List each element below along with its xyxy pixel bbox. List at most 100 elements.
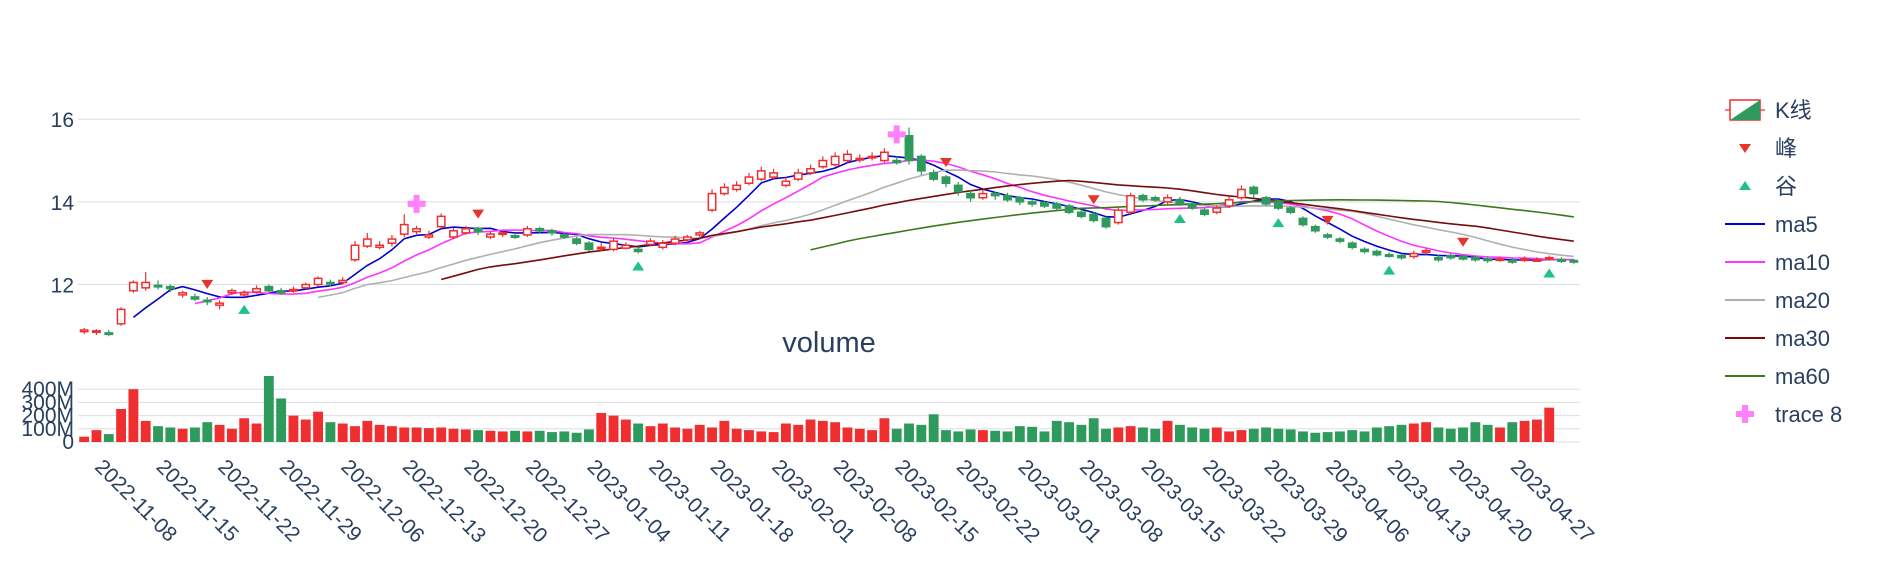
candle bbox=[436, 213, 446, 229]
volume-bar bbox=[620, 419, 631, 442]
candle-body bbox=[449, 230, 458, 238]
volume-bar bbox=[608, 415, 619, 442]
volume-bar bbox=[731, 428, 742, 442]
candle bbox=[1236, 185, 1246, 200]
candle bbox=[387, 234, 397, 247]
ma20-line bbox=[317, 169, 1574, 299]
volume-bar bbox=[1187, 427, 1198, 442]
candle bbox=[473, 226, 483, 235]
candle bbox=[646, 238, 655, 247]
volume-bar bbox=[350, 426, 360, 442]
volume-bar bbox=[1408, 423, 1419, 442]
volume-bar bbox=[497, 431, 508, 442]
candle bbox=[92, 329, 101, 335]
candle-body bbox=[1286, 207, 1296, 213]
volume-bar bbox=[473, 430, 484, 442]
legend-item[interactable]: ma5 bbox=[1725, 212, 1818, 237]
candle bbox=[1261, 195, 1271, 206]
legend-item[interactable]: 峰 bbox=[1739, 136, 1797, 161]
legend-item[interactable]: ma10 bbox=[1725, 250, 1830, 275]
volume-bar bbox=[1199, 428, 1210, 442]
candle-body bbox=[1323, 234, 1333, 238]
candle-body bbox=[609, 240, 618, 251]
volume-tick-label: 400M bbox=[21, 378, 74, 401]
candle-body bbox=[978, 192, 988, 199]
candle-body bbox=[1397, 254, 1406, 259]
volume-subplot-title: volume bbox=[782, 327, 876, 359]
candle-body bbox=[141, 281, 151, 289]
candle bbox=[843, 150, 852, 163]
candle-body bbox=[485, 233, 495, 238]
candle-body bbox=[559, 234, 569, 238]
candle bbox=[547, 228, 557, 236]
candle bbox=[116, 307, 126, 326]
candle bbox=[1507, 257, 1517, 264]
candle-body bbox=[178, 292, 188, 296]
candle bbox=[1532, 257, 1542, 262]
volume-tick-label: 100M bbox=[21, 418, 74, 441]
volume-bar bbox=[276, 398, 287, 442]
volume-bar bbox=[1113, 427, 1124, 442]
volume-bar bbox=[768, 432, 779, 442]
trace8-marker bbox=[887, 125, 906, 144]
volume-bar bbox=[534, 430, 545, 442]
candle-body bbox=[1175, 199, 1185, 205]
price-tick-label: 14 bbox=[51, 192, 75, 215]
candle bbox=[609, 238, 618, 252]
peak-marker bbox=[939, 158, 952, 167]
price-gridlines bbox=[78, 118, 1580, 286]
volume-bar bbox=[1507, 422, 1518, 442]
candle-body bbox=[104, 332, 114, 336]
volume-bar bbox=[1482, 424, 1493, 442]
candle-body bbox=[744, 176, 754, 185]
candle bbox=[190, 293, 200, 302]
candle-body bbox=[658, 242, 668, 249]
candle bbox=[941, 175, 951, 188]
candle-body bbox=[1335, 238, 1345, 242]
candle bbox=[1027, 199, 1037, 207]
candle bbox=[1347, 241, 1357, 250]
candle bbox=[1126, 192, 1136, 215]
volume-bar bbox=[1248, 428, 1259, 442]
volume-bar bbox=[904, 423, 914, 442]
candle-body bbox=[990, 192, 1000, 197]
volume-bar bbox=[460, 429, 471, 442]
candle bbox=[1298, 216, 1308, 227]
volume-bar bbox=[1002, 431, 1013, 442]
candle-body bbox=[1569, 259, 1579, 263]
candle-body bbox=[1384, 254, 1394, 258]
peak-marker bbox=[1321, 215, 1334, 225]
candle-body bbox=[1520, 258, 1530, 262]
candle-body bbox=[621, 244, 631, 249]
candle-body bbox=[843, 153, 852, 162]
candle-body bbox=[1372, 250, 1382, 256]
legend-item[interactable]: 谷 bbox=[1739, 174, 1797, 199]
candle-body bbox=[387, 238, 397, 244]
legend-item[interactable]: ma60 bbox=[1725, 364, 1830, 389]
candle-body bbox=[1187, 203, 1197, 209]
candle-body bbox=[325, 281, 335, 285]
candle bbox=[165, 284, 175, 292]
candle-body bbox=[1261, 196, 1271, 205]
legend-label: ma10 bbox=[1775, 250, 1830, 275]
volume-bar bbox=[744, 430, 754, 442]
volume-bar bbox=[263, 376, 274, 442]
legend-item[interactable]: trace 8 bbox=[1736, 402, 1842, 427]
candle bbox=[264, 284, 274, 293]
candle-body bbox=[252, 287, 261, 293]
candle-body bbox=[276, 289, 286, 294]
candle bbox=[1421, 248, 1431, 255]
volume-bar bbox=[1310, 432, 1321, 442]
candle-body bbox=[239, 292, 249, 296]
legend-item[interactable]: K线 bbox=[1725, 98, 1812, 123]
candle-body bbox=[1064, 205, 1074, 213]
legend-item[interactable]: ma20 bbox=[1725, 288, 1830, 313]
volume-bar bbox=[1359, 431, 1370, 442]
candle-body bbox=[892, 159, 902, 164]
candle-body bbox=[165, 285, 175, 290]
legend-item[interactable]: ma30 bbox=[1725, 326, 1830, 351]
volume-bar bbox=[79, 436, 90, 442]
candle bbox=[252, 285, 261, 294]
volume-bar bbox=[387, 426, 397, 442]
